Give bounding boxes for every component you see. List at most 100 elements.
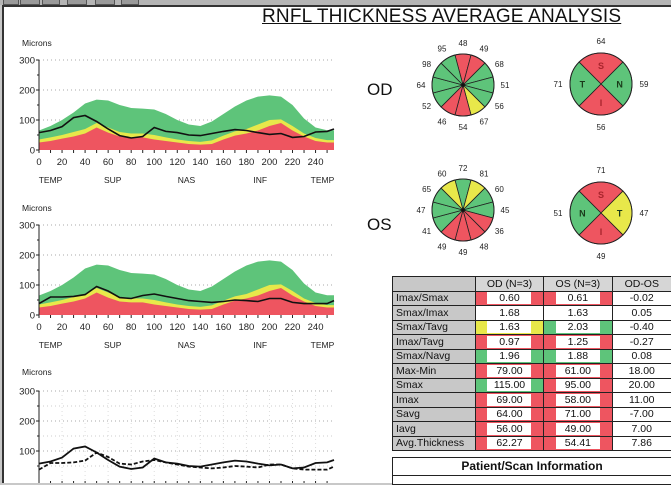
y-tick-label: 100: [19, 447, 35, 458]
row-label: Smax/Tavg: [393, 320, 476, 335]
eye-label-od: OD: [367, 80, 393, 100]
cell-value: 1.25: [556, 336, 600, 348]
patient-info-header: Patient/Scan Information: [392, 457, 671, 475]
row-label: Avg.Thickness: [393, 436, 476, 451]
x-tick-label: 200: [262, 157, 278, 168]
quadrant-value-label: 64: [597, 37, 606, 46]
y-tick-label: 0: [30, 146, 35, 157]
y-axis-label: Microns: [22, 203, 52, 213]
cell-diff: 0.08: [612, 349, 671, 364]
y-tick-label: 200: [19, 251, 35, 262]
y-tick-label: 300: [19, 56, 35, 67]
y-tick-label: 300: [19, 221, 35, 232]
clock-value-label: 56: [495, 102, 504, 111]
quadrant-letter: N: [579, 209, 586, 219]
cell-value: 0.60: [487, 292, 531, 304]
x-tick-label: 100: [146, 157, 162, 168]
x-tick-label: 200: [262, 322, 278, 333]
cell-value: 1.68: [487, 307, 531, 319]
region-label: INF: [253, 175, 267, 185]
y-tick-label: 200: [19, 417, 35, 428]
column-header: OD-OS: [612, 277, 671, 292]
x-tick-label: 100: [146, 322, 162, 333]
cell-value: 61.00: [556, 365, 600, 377]
cell-od: 1.63: [475, 320, 543, 335]
x-tick-label: 240: [308, 322, 324, 333]
x-tick-label: 80: [126, 157, 137, 168]
y-tick-label: 100: [19, 116, 35, 127]
cell-value: 71.00: [556, 408, 600, 420]
clock-value-label: 60: [438, 170, 447, 179]
row-label: Imax: [393, 393, 476, 408]
x-tick-label: 180: [238, 322, 254, 333]
cell-os: 95.00: [544, 378, 612, 393]
cell-od: 56.00: [475, 422, 543, 437]
clock-value-label: 65: [422, 185, 431, 194]
cell-diff: 18.00: [612, 364, 671, 379]
x-tick-label: 0: [36, 157, 41, 168]
row-label: Iavg: [393, 422, 476, 437]
cell-os: 1.63: [544, 306, 612, 321]
x-tick-label: 120: [169, 157, 185, 168]
x-tick-label: 60: [103, 157, 114, 168]
cell-diff: 7.00: [612, 422, 671, 437]
cell-diff: -0.40: [612, 320, 671, 335]
quadrant-value-label: 49: [597, 252, 606, 261]
clock-value-label: 48: [480, 242, 489, 251]
clock-value-label: 95: [438, 45, 447, 54]
quadrant-value-label: 51: [554, 209, 563, 218]
cell-os: 71.00: [544, 407, 612, 422]
clock-center: [461, 208, 465, 212]
y-tick-label: 0: [30, 311, 35, 322]
x-tick-label: 40: [80, 322, 91, 333]
column-header: OD (N=3): [475, 277, 543, 292]
row-label: Imax/Tavg: [393, 335, 476, 350]
clock-value-label: 68: [495, 60, 504, 69]
quadrant-value-label: 47: [640, 209, 649, 218]
quadrant-letter: S: [598, 61, 604, 71]
cell-diff: -0.02: [612, 291, 671, 306]
cell-value: 1.88: [556, 350, 600, 362]
row-label: Max-Min: [393, 364, 476, 379]
x-tick-label: 20: [57, 157, 68, 168]
clock-value-label: 41: [422, 227, 431, 236]
region-label: NAS: [178, 340, 196, 350]
clock-value-label: 81: [480, 170, 489, 179]
cell-os: 58.00: [544, 393, 612, 408]
quadrant-letter: I: [600, 227, 603, 237]
clock-value-label: 45: [501, 206, 510, 215]
cell-value: 1.63: [487, 321, 531, 333]
quadrant-value-label: 56: [597, 123, 606, 132]
cell-od: 1.68: [475, 306, 543, 321]
clock-value-label: 52: [422, 102, 431, 111]
cell-value: 49.00: [556, 423, 600, 435]
row-label: Savg: [393, 407, 476, 422]
x-tick-label: 160: [215, 322, 231, 333]
x-tick-label: 20: [57, 322, 68, 333]
cell-os: 61.00: [544, 364, 612, 379]
quadrant-letter: T: [580, 80, 586, 90]
x-tick-label: 220: [285, 322, 301, 333]
row-label: Imax/Smax: [393, 291, 476, 306]
cell-diff: -7.00: [612, 407, 671, 422]
x-tick-label: 160: [215, 157, 231, 168]
quadrant-value-label: 59: [640, 80, 649, 89]
region-label: TEMP: [39, 340, 63, 350]
clock-value-label: 98: [422, 60, 431, 69]
y-axis-label: Microns: [22, 38, 52, 48]
quadrant-value-label: 71: [597, 166, 606, 175]
cell-value: 58.00: [556, 394, 600, 406]
cell-od: 79.00: [475, 364, 543, 379]
quadrant-value-label: 71: [554, 80, 563, 89]
